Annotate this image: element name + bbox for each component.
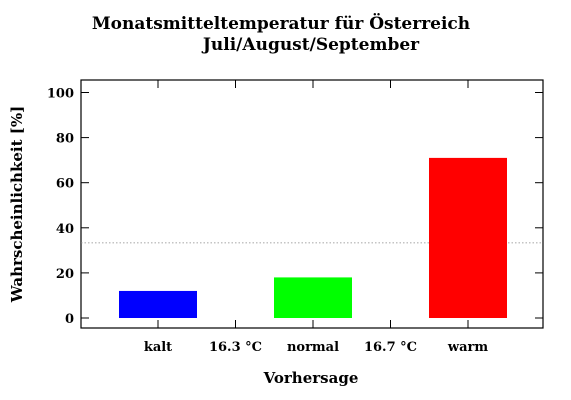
y-tick-label: 80 bbox=[56, 132, 74, 147]
x-category-label: warm bbox=[447, 340, 488, 355]
y-tick-label: 0 bbox=[65, 312, 74, 327]
x-category-label: kalt bbox=[144, 340, 172, 355]
bar-kalt bbox=[119, 290, 197, 318]
x-threshold-label: 16.3 °C bbox=[209, 340, 262, 355]
y-tick-label: 100 bbox=[47, 87, 74, 102]
x-threshold-label: 16.7 °C bbox=[364, 340, 417, 355]
x-category-label: normal bbox=[287, 340, 339, 355]
y-tick-label: 40 bbox=[56, 222, 74, 237]
y-tick-label: 20 bbox=[56, 267, 74, 282]
chart-title: Monatsmitteltemperatur für Österreich bbox=[92, 13, 470, 34]
plot-area: 0 20 40 60 80 100 kalt 16.3 °C normal 16.7 °C warm bbox=[47, 79, 544, 355]
x-axis-label: Vorhersage bbox=[263, 369, 359, 387]
y-axis-label: Wahrscheinlichkeit [%] bbox=[8, 106, 26, 303]
bar-warm bbox=[429, 157, 507, 318]
bar-normal bbox=[274, 277, 352, 318]
chart-subtitle: Juli/August/September bbox=[201, 35, 420, 55]
y-tick-label: 60 bbox=[56, 177, 74, 192]
plot-frame bbox=[80, 79, 544, 329]
